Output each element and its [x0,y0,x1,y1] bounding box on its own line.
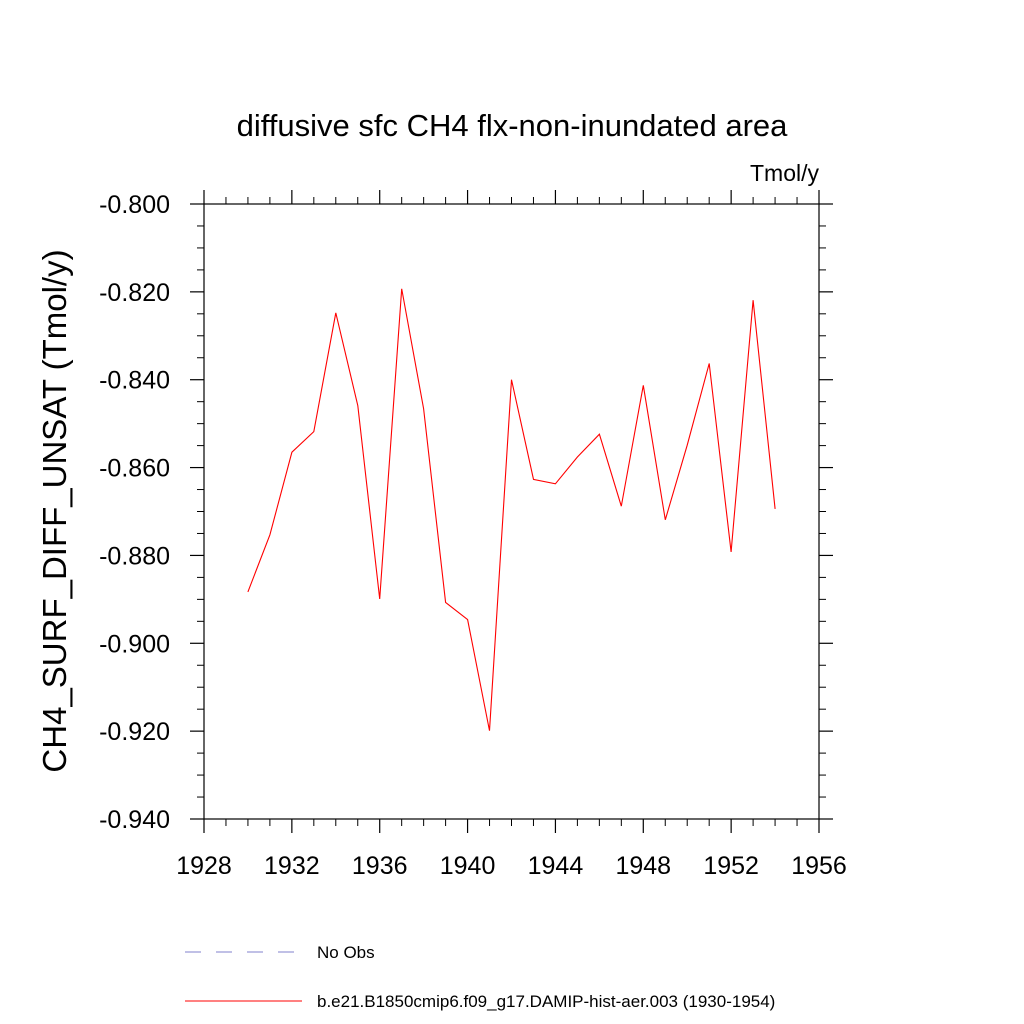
y-tick-label: -0.820 [99,279,170,307]
legend-label: b.e21.B1850cmip6.f09_g17.DAMIP-hist-aer.… [317,992,775,1011]
y-tick-label: -0.940 [99,806,170,834]
axis-ticks [190,190,833,833]
units-label: Tmol/y [750,160,820,186]
y-axis-label: CH4_SURF_DIFF_UNSAT (Tmol/y) [36,249,73,772]
x-tick-label: 1948 [615,852,671,880]
y-tick-label: -0.900 [99,630,170,658]
axis-tick-labels: 1928 1932 1936 1940 1944 1948 1952 1956 -0.940 -0… [99,191,847,880]
x-tick-label: 1932 [264,852,320,880]
x-tick-label: 1944 [528,852,584,880]
x-tick-label: 1936 [352,852,408,880]
legend: No Obs b.e21.B1850cmip6.f09_g17.DAMIP-his… [185,943,775,1011]
legend-label: No Obs [317,943,375,962]
chart-title: diffusive sfc CH4 flx-non-inundated area [237,108,789,143]
y-tick-label: -0.860 [99,455,170,483]
y-tick-label: -0.800 [99,191,170,219]
x-tick-label: 1952 [703,852,759,880]
x-tick-label: 1956 [791,852,847,880]
y-tick-label: -0.880 [99,542,170,570]
series-line [247,288,776,731]
series-lines [247,288,776,731]
y-tick-label: -0.840 [99,367,170,395]
x-tick-label: 1928 [176,852,232,880]
x-tick-label: 1940 [440,852,496,880]
y-tick-label: -0.920 [99,718,170,746]
plot-frame [203,203,820,820]
